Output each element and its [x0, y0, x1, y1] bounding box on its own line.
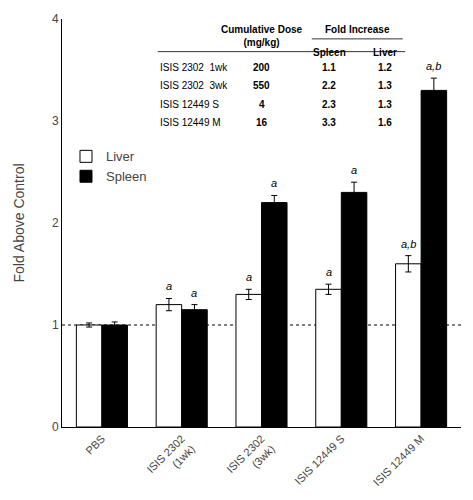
svg-text:1.6: 1.6: [378, 117, 392, 128]
svg-text:Liver: Liver: [106, 149, 135, 164]
svg-text:ISIS 2302(3wk): ISIS 2302(3wk): [224, 433, 277, 486]
svg-text:2: 2: [52, 216, 59, 230]
svg-text:ISIS 2302(1wk): ISIS 2302(1wk): [144, 433, 197, 486]
svg-text:0: 0: [52, 420, 59, 434]
svg-text:ISIS 2302 1wk: ISIS 2302 1wk: [160, 62, 228, 73]
svg-text:Fold Increase: Fold Increase: [325, 24, 390, 35]
svg-text:2.2: 2.2: [322, 80, 336, 91]
svg-text:550: 550: [253, 80, 270, 91]
svg-text:1.1: 1.1: [322, 62, 336, 73]
svg-text:4: 4: [52, 12, 59, 26]
svg-text:Spleen: Spleen: [106, 169, 146, 184]
svg-text:1.3: 1.3: [378, 99, 392, 110]
svg-text:Spleen: Spleen: [313, 47, 346, 58]
svg-text:a: a: [326, 266, 332, 278]
svg-text:Cumulative Dose(mg/kg): Cumulative Dose(mg/kg): [221, 24, 303, 48]
svg-text:3.3: 3.3: [322, 117, 336, 128]
svg-text:a,b: a,b: [426, 60, 441, 72]
svg-text:a,b: a,b: [401, 238, 416, 250]
svg-text:ISIS 12449 M: ISIS 12449 M: [160, 117, 221, 128]
svg-text:16: 16: [256, 117, 268, 128]
svg-text:PBS: PBS: [83, 433, 107, 457]
svg-text:1: 1: [52, 318, 59, 332]
svg-text:Fold Above Control: Fold Above Control: [11, 163, 27, 282]
svg-text:ISIS 12449 S: ISIS 12449 S: [292, 433, 346, 487]
svg-text:a: a: [271, 177, 277, 189]
svg-text:1.3: 1.3: [378, 80, 392, 91]
svg-text:a: a: [166, 280, 172, 292]
svg-text:a: a: [246, 271, 252, 283]
svg-text:3: 3: [52, 114, 59, 128]
svg-text:ISIS 2302 3wk: ISIS 2302 3wk: [160, 80, 228, 91]
svg-text:ISIS 12449 S: ISIS 12449 S: [160, 99, 219, 110]
svg-text:4: 4: [259, 99, 265, 110]
svg-text:200: 200: [253, 62, 270, 73]
svg-text:1.2: 1.2: [378, 62, 392, 73]
svg-text:ISIS 12449 M: ISIS 12449 M: [371, 433, 427, 489]
svg-text:2.3: 2.3: [322, 99, 336, 110]
svg-text:a: a: [351, 164, 357, 176]
svg-text:Liver: Liver: [373, 47, 397, 58]
svg-text:a: a: [191, 287, 197, 299]
